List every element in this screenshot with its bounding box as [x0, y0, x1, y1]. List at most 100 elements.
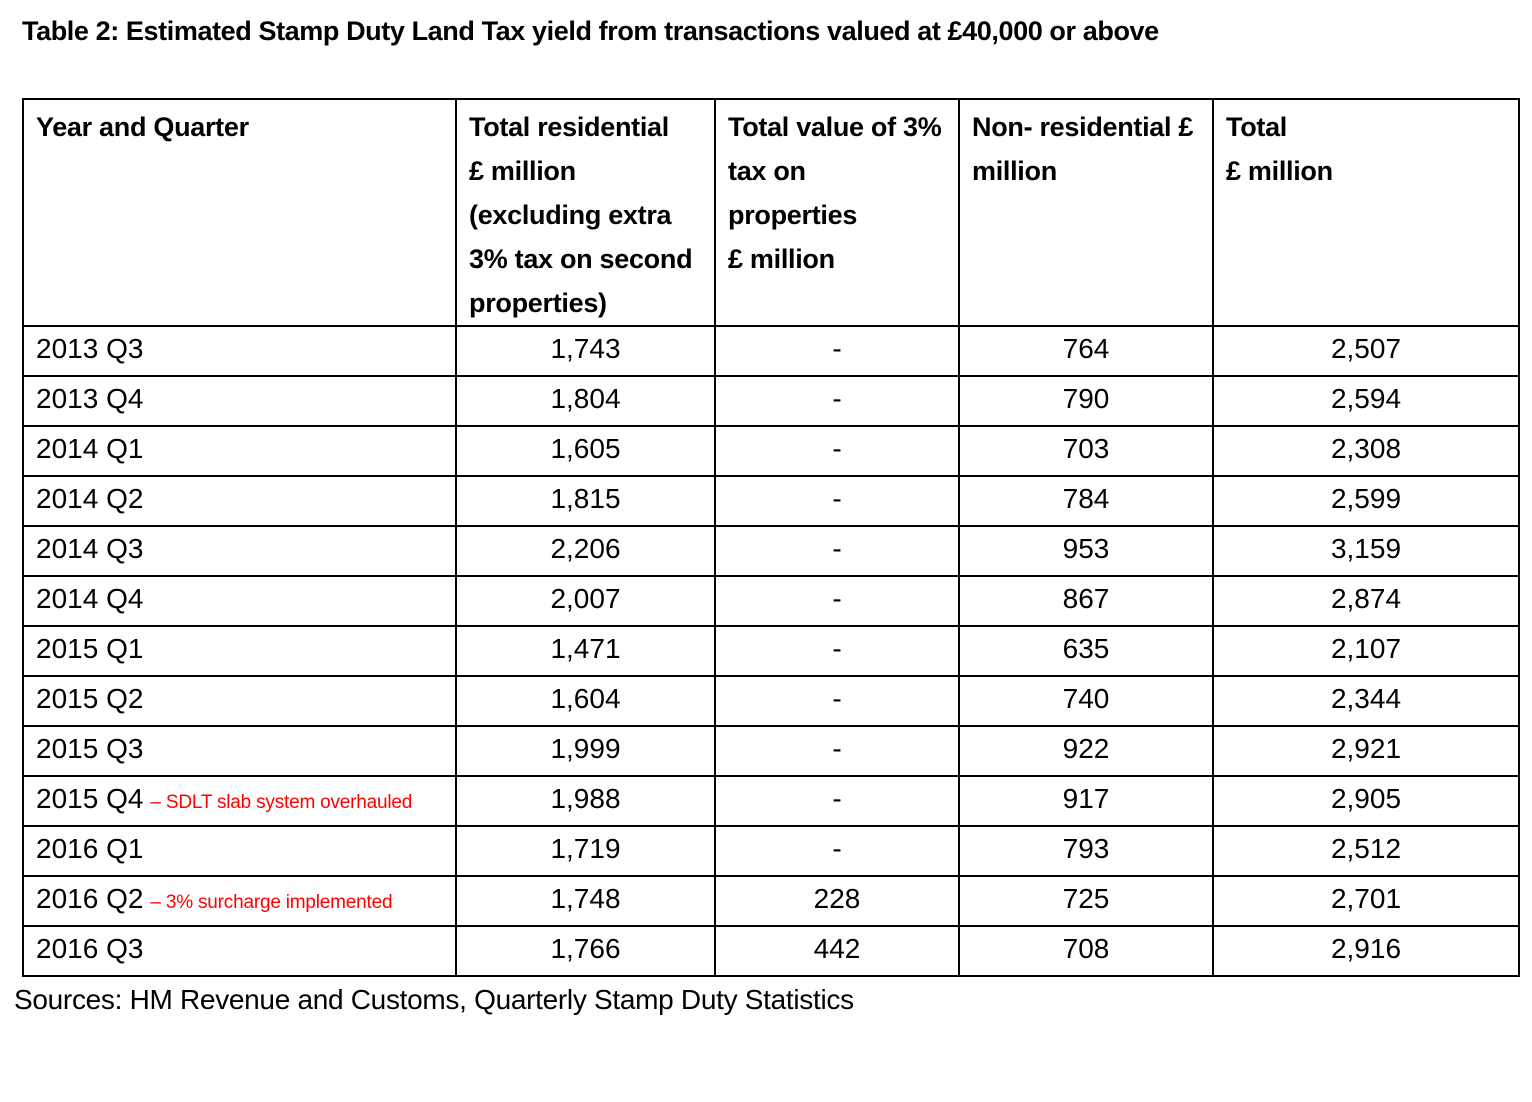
non-residential-cell: 708 — [958, 925, 1214, 977]
quarter-cell: 2015 Q3 — [22, 725, 457, 777]
sdlt-overhaul-annotation: – SDLT slab system overhauled — [150, 792, 413, 813]
table-row-2015-q3: 2015 Q3 1,999 - 922 2,921 — [22, 725, 1520, 777]
non-residential-cell: 725 — [958, 875, 1214, 927]
quarter-label: 2014 Q1 — [36, 433, 144, 464]
table-title: Table 2: Estimated Stamp Duty Land Tax y… — [22, 16, 1159, 46]
residential-cell: 1,815 — [455, 475, 716, 527]
tax3pct-cell: - — [714, 675, 960, 727]
non-residential-cell: 764 — [958, 325, 1214, 377]
residential-cell: 1,471 — [455, 625, 716, 677]
tax3pct-cell: - — [714, 375, 960, 427]
tax3pct-cell: - — [714, 725, 960, 777]
total-cell: 2,507 — [1212, 325, 1520, 377]
quarter-cell: 2014 Q1 — [22, 425, 457, 477]
tax3pct-cell: - — [714, 525, 960, 577]
total-cell: 2,594 — [1212, 375, 1520, 427]
quarter-label: 2015 Q2 — [36, 683, 144, 714]
total-cell: 2,921 — [1212, 725, 1520, 777]
col-header-year-quarter: Year and Quarter — [22, 98, 457, 327]
quarter-label: 2016 Q2 — [36, 883, 144, 914]
quarter-cell: 2015 Q2 — [22, 675, 457, 727]
quarter-cell: 2013 Q3 — [22, 325, 457, 377]
total-cell: 2,308 — [1212, 425, 1520, 477]
non-residential-cell: 953 — [958, 525, 1214, 577]
stamp-duty-table: Year and Quarter Total residential £ mil… — [22, 98, 1520, 977]
quarter-label: 2015 Q3 — [36, 733, 144, 764]
quarter-label: 2016 Q3 — [36, 933, 144, 964]
tax3pct-cell: 442 — [714, 925, 960, 977]
non-residential-cell: 867 — [958, 575, 1214, 627]
total-cell: 2,107 — [1212, 625, 1520, 677]
total-cell: 2,599 — [1212, 475, 1520, 527]
total-cell: 2,701 — [1212, 875, 1520, 927]
residential-cell: 1,766 — [455, 925, 716, 977]
table-row-2015-q4: 2015 Q4 – SDLT slab system overhauled 1,9… — [22, 775, 1520, 827]
non-residential-cell: 703 — [958, 425, 1214, 477]
quarter-label: 2013 Q4 — [36, 383, 144, 414]
quarter-cell: 2016 Q2 – 3% surcharge implemented — [22, 875, 457, 927]
quarter-label: 2013 Q3 — [36, 333, 144, 364]
residential-cell: 1,719 — [455, 825, 716, 877]
non-residential-cell: 922 — [958, 725, 1214, 777]
residential-cell: 1,999 — [455, 725, 716, 777]
residential-cell: 2,206 — [455, 525, 716, 577]
tax3pct-cell: - — [714, 625, 960, 677]
residential-cell: 1,748 — [455, 875, 716, 927]
col-header-total: Total £ million — [1212, 98, 1520, 327]
table-row-2016-q1: 2016 Q1 1,719 - 793 2,512 — [22, 825, 1520, 877]
total-cell: 2,512 — [1212, 825, 1520, 877]
col-header-total-residential: Total residential £ million (excluding e… — [455, 98, 716, 327]
non-residential-cell: 917 — [958, 775, 1214, 827]
quarter-cell: 2014 Q4 — [22, 575, 457, 627]
table-row-2016-q2: 2016 Q2– 3% surcharge implemented 1,748 … — [22, 875, 1520, 927]
table-row-2015-q1: 2015 Q1 1,471 - 635 2,107 — [22, 625, 1520, 677]
table-row-2014-q2: 2014 Q2 1,815 - 784 2,599 — [22, 475, 1520, 527]
tax3pct-cell: - — [714, 325, 960, 377]
residential-cell: 1,804 — [455, 375, 716, 427]
table-row-2016-q3: 2016 Q3 1,766 442 708 2,916 — [22, 925, 1520, 977]
non-residential-cell: 784 — [958, 475, 1214, 527]
tax3pct-cell: - — [714, 425, 960, 477]
quarter-cell: 2016 Q1 — [22, 825, 457, 877]
quarter-cell: 2013 Q4 — [22, 375, 457, 427]
tax3pct-cell: - — [714, 475, 960, 527]
residential-cell: 1,605 — [455, 425, 716, 477]
quarter-cell: 2014 Q3 — [22, 525, 457, 577]
table-row-2013-q4: 2013 Q4 1,804 - 790 2,594 — [22, 375, 1520, 427]
total-cell: 2,344 — [1212, 675, 1520, 727]
table-row-2015-q2: 2015 Q2 1,604 - 740 2,344 — [22, 675, 1520, 727]
header-row: Year and Quarter Total residential £ mil… — [22, 98, 1520, 327]
non-residential-cell: 793 — [958, 825, 1214, 877]
table-row-2014-q4: 2014 Q4 2,007 - 867 2,874 — [22, 575, 1520, 627]
quarter-cell: 2014 Q2 — [22, 475, 457, 527]
residential-cell: 2,007 — [455, 575, 716, 627]
tax3pct-cell: 228 — [714, 875, 960, 927]
quarter-label: 2014 Q2 — [36, 483, 144, 514]
tax3pct-cell: - — [714, 775, 960, 827]
quarter-label: 2014 Q3 — [36, 533, 144, 564]
quarter-label: 2016 Q1 — [36, 833, 144, 864]
non-residential-cell: 790 — [958, 375, 1214, 427]
quarter-label: 2015 Q4 — [36, 783, 144, 814]
total-cell: 2,874 — [1212, 575, 1520, 627]
sources-note: Sources: HM Revenue and Customs, Quarter… — [14, 984, 854, 1015]
table-body: 2013 Q3 1,743 - 764 2,507 2013 Q4 1,804 … — [22, 325, 1520, 977]
quarter-cell: 2015 Q1 — [22, 625, 457, 677]
table-row-2014-q1: 2014 Q1 1,605 - 703 2,308 — [22, 425, 1520, 477]
non-residential-cell: 740 — [958, 675, 1214, 727]
col-header-3pct-tax: Total value of 3% tax on properties £ mi… — [714, 98, 960, 327]
surcharge-annotation: – 3% surcharge implemented — [150, 892, 393, 913]
tax3pct-cell: - — [714, 575, 960, 627]
table-row-2013-q3: 2013 Q3 1,743 - 764 2,507 — [22, 325, 1520, 377]
quarter-cell: 2016 Q3 — [22, 925, 457, 977]
total-cell: 3,159 — [1212, 525, 1520, 577]
quarter-cell: 2015 Q4 – SDLT slab system overhauled — [22, 775, 457, 827]
col-header-non-residential: Non- residential £ million — [958, 98, 1214, 327]
total-cell: 2,905 — [1212, 775, 1520, 827]
residential-cell: 1,604 — [455, 675, 716, 727]
table-row-2014-q3: 2014 Q3 2,206 - 953 3,159 — [22, 525, 1520, 577]
quarter-label: 2014 Q4 — [36, 583, 144, 614]
tax3pct-cell: - — [714, 825, 960, 877]
residential-cell: 1,743 — [455, 325, 716, 377]
